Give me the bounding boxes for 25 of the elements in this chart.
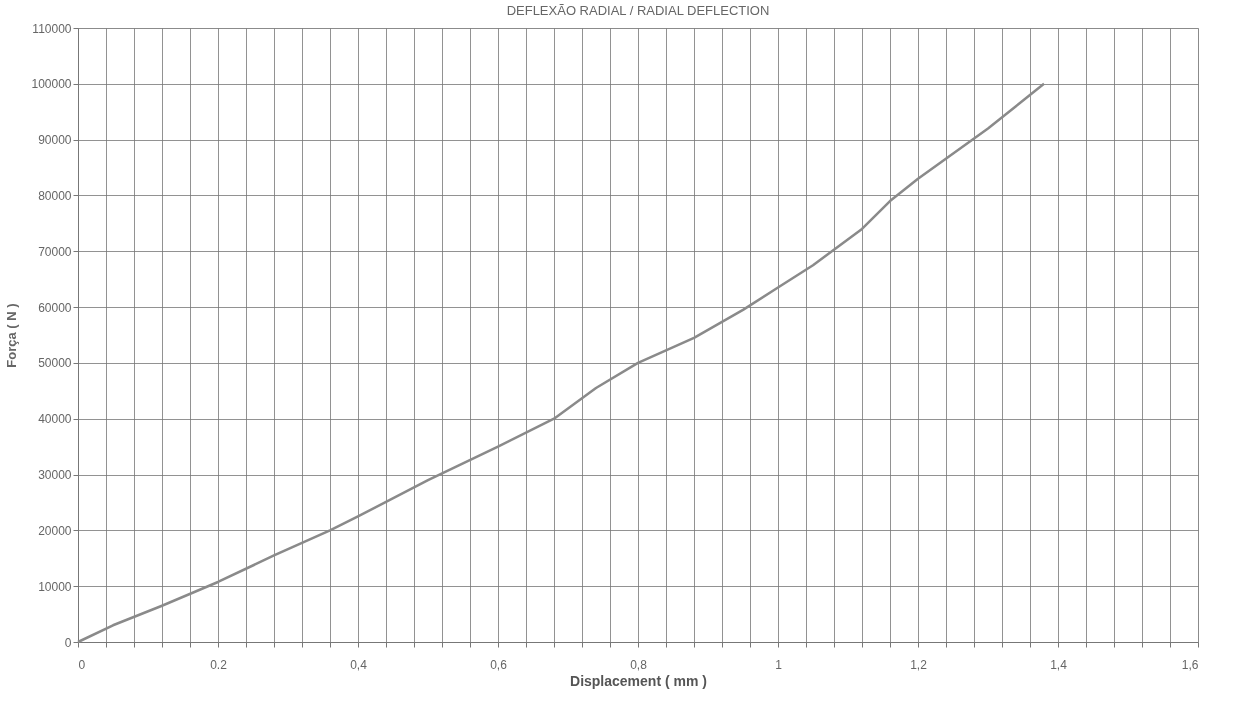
x-tick-label: 1,4 <box>1050 657 1068 672</box>
x-tick-label: 0,6 <box>490 657 508 672</box>
y-tick-label: 80000 <box>38 188 72 203</box>
x-tick-label: 0.2 <box>210 657 228 672</box>
y-tick-label: 100000 <box>31 77 72 92</box>
y-tick-label: 70000 <box>38 244 72 259</box>
x-tick-label: 0,8 <box>630 657 648 672</box>
y-tick-label: 10000 <box>38 579 72 594</box>
y-tick-label: 60000 <box>38 300 72 315</box>
y-tick-label: 20000 <box>38 523 72 538</box>
y-tick-label: 30000 <box>38 468 72 483</box>
x-tick-label: 1 <box>775 657 783 672</box>
line-series <box>76 82 1046 644</box>
y-tick-label: 0 <box>64 635 72 650</box>
y-tick-label: 40000 <box>38 412 72 427</box>
y-axis-title: Força ( N ) <box>4 303 20 368</box>
x-tick-label: 1,6 <box>1181 657 1199 672</box>
y-tick-label: 50000 <box>38 356 72 371</box>
chart-title: DEFLEXÃO RADIAL / RADIAL DEFLECTION <box>506 3 770 18</box>
y-tick-label: 90000 <box>38 133 72 148</box>
x-tick-label: 0,4 <box>350 657 368 672</box>
x-tick-label: 1,2 <box>910 657 928 672</box>
y-tick-label: 110000 <box>32 21 72 36</box>
x-axis-title: Displacement ( mm ) <box>570 672 707 689</box>
x-tick-label: 0 <box>78 657 86 672</box>
